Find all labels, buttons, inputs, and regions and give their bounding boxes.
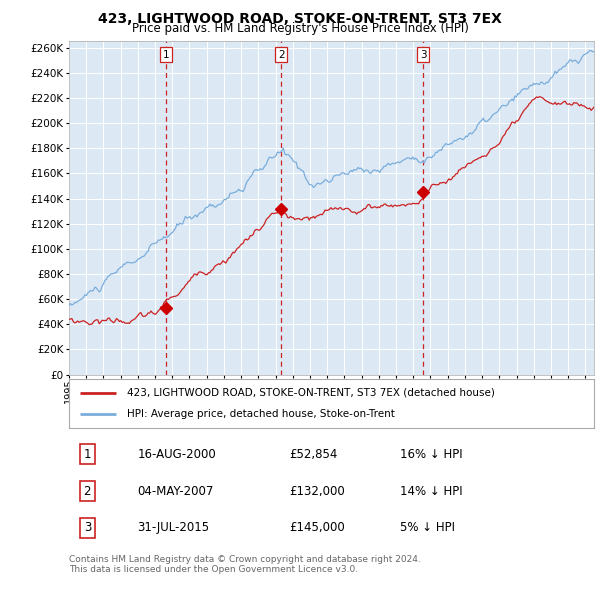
Text: 04-MAY-2007: 04-MAY-2007 xyxy=(137,484,214,498)
Text: 423, LIGHTWOOD ROAD, STOKE-ON-TRENT, ST3 7EX (detached house): 423, LIGHTWOOD ROAD, STOKE-ON-TRENT, ST3… xyxy=(127,388,494,398)
Text: 16-AUG-2000: 16-AUG-2000 xyxy=(137,448,216,461)
Text: 3: 3 xyxy=(420,50,427,60)
Text: £132,000: £132,000 xyxy=(290,484,345,498)
Text: 1: 1 xyxy=(83,448,91,461)
Text: Contains HM Land Registry data © Crown copyright and database right 2024.: Contains HM Land Registry data © Crown c… xyxy=(69,555,421,563)
Text: 16% ↓ HPI: 16% ↓ HPI xyxy=(400,448,463,461)
Text: £145,000: £145,000 xyxy=(290,522,345,535)
Text: HPI: Average price, detached house, Stoke-on-Trent: HPI: Average price, detached house, Stok… xyxy=(127,409,395,419)
Text: 5% ↓ HPI: 5% ↓ HPI xyxy=(400,522,455,535)
Text: 14% ↓ HPI: 14% ↓ HPI xyxy=(400,484,463,498)
Text: This data is licensed under the Open Government Licence v3.0.: This data is licensed under the Open Gov… xyxy=(69,565,358,574)
Text: 31-JUL-2015: 31-JUL-2015 xyxy=(137,522,209,535)
Text: 2: 2 xyxy=(83,484,91,498)
Text: 2: 2 xyxy=(278,50,284,60)
Text: 3: 3 xyxy=(83,522,91,535)
Text: 423, LIGHTWOOD ROAD, STOKE-ON-TRENT, ST3 7EX: 423, LIGHTWOOD ROAD, STOKE-ON-TRENT, ST3… xyxy=(98,12,502,26)
Text: 1: 1 xyxy=(163,50,169,60)
Text: £52,854: £52,854 xyxy=(290,448,338,461)
Text: Price paid vs. HM Land Registry's House Price Index (HPI): Price paid vs. HM Land Registry's House … xyxy=(131,22,469,35)
